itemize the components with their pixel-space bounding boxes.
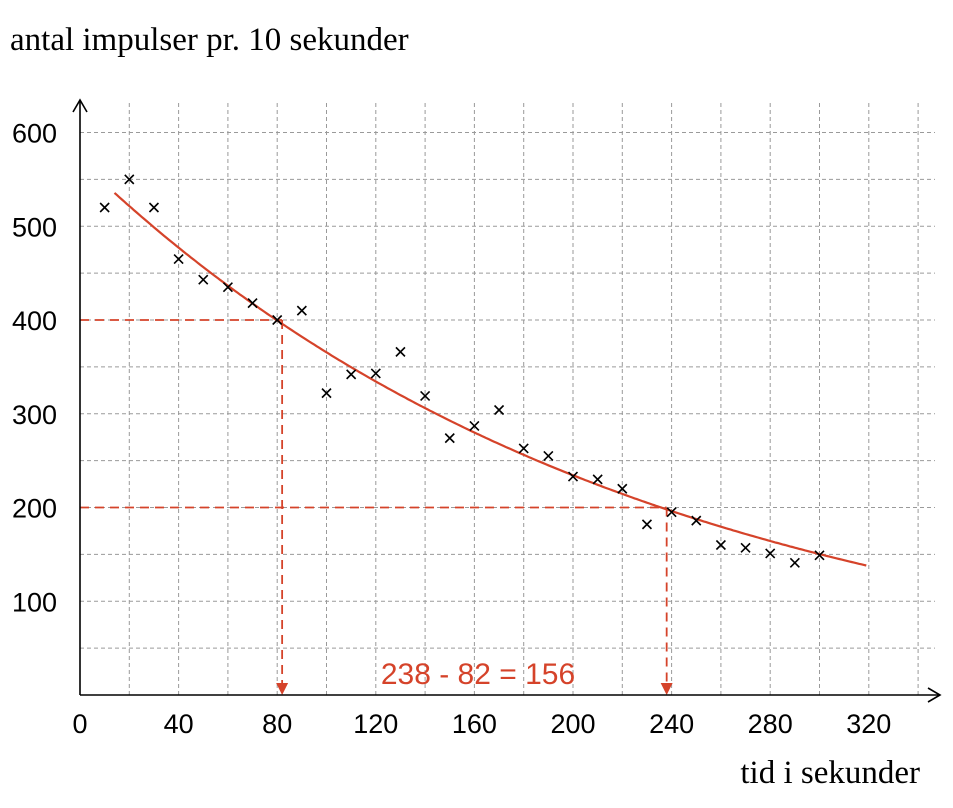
data-point	[789, 557, 800, 568]
data-point	[395, 346, 406, 357]
data-point	[222, 282, 233, 293]
data-point	[444, 433, 455, 444]
x-axis-arrow-icon	[927, 687, 942, 703]
x-tick-label: 240	[649, 709, 694, 739]
x-tick-label: 160	[452, 709, 497, 739]
data-point	[493, 404, 505, 416]
data-point	[765, 548, 776, 559]
x-tick-label: 280	[748, 709, 793, 739]
data-point	[321, 388, 332, 399]
data-point	[296, 305, 307, 316]
x-tick-labels: 0 40 80 120 160 200 240 280 320	[72, 709, 891, 739]
y-tick-label: 600	[12, 119, 57, 149]
x-tick-label: 40	[164, 709, 194, 739]
annotation: 238 - 82 = 156	[381, 658, 575, 691]
x-tick-label: 320	[846, 709, 891, 739]
data-point	[592, 474, 603, 485]
data-points	[99, 174, 825, 568]
x-tick-label: 120	[353, 709, 398, 739]
data-point	[370, 368, 381, 379]
data-point	[99, 202, 110, 213]
y-tick-label: 100	[12, 587, 57, 617]
y-tick-label: 300	[12, 400, 57, 430]
y-tick-label: 200	[12, 494, 57, 524]
data-point	[641, 519, 653, 530]
data-point	[666, 507, 677, 518]
fit-curve	[113, 192, 867, 567]
data-point	[518, 443, 529, 454]
y-tick-label: 400	[12, 306, 57, 336]
data-point	[814, 550, 825, 561]
data-point	[124, 174, 135, 185]
x-axis-label: tid i sekunder	[740, 755, 920, 791]
data-point	[715, 539, 726, 551]
data-point	[420, 390, 431, 402]
data-point	[173, 253, 184, 265]
x-tick-label: 80	[262, 709, 292, 739]
data-point	[691, 515, 702, 526]
data-point	[272, 314, 283, 326]
arrow-down-icon	[660, 683, 673, 695]
data-point	[247, 298, 258, 309]
data-point	[617, 483, 628, 494]
data-point	[148, 202, 160, 213]
data-point	[567, 471, 579, 482]
x-tick-label: 0	[72, 709, 87, 739]
y-axis-label: antal impulser pr. 10 sekunder	[10, 22, 409, 58]
y-tick-labels: 100 200 300 400 500 600	[12, 119, 57, 618]
data-point	[198, 274, 209, 285]
data-point	[346, 369, 357, 380]
data-point	[740, 542, 751, 553]
axes	[72, 98, 942, 703]
data-point	[543, 450, 554, 462]
data-point	[469, 420, 480, 432]
x-tick-label: 200	[550, 709, 595, 739]
reference-lines	[80, 319, 673, 695]
grid	[80, 100, 935, 695]
y-axis-arrow-icon	[72, 98, 88, 113]
y-tick-label: 500	[12, 212, 57, 242]
arrow-down-icon	[276, 683, 289, 695]
